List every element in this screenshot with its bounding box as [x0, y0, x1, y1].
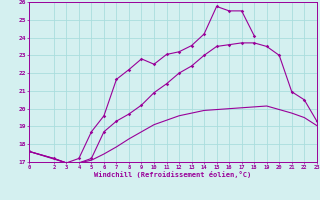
X-axis label: Windchill (Refroidissement éolien,°C): Windchill (Refroidissement éolien,°C)	[94, 171, 252, 178]
